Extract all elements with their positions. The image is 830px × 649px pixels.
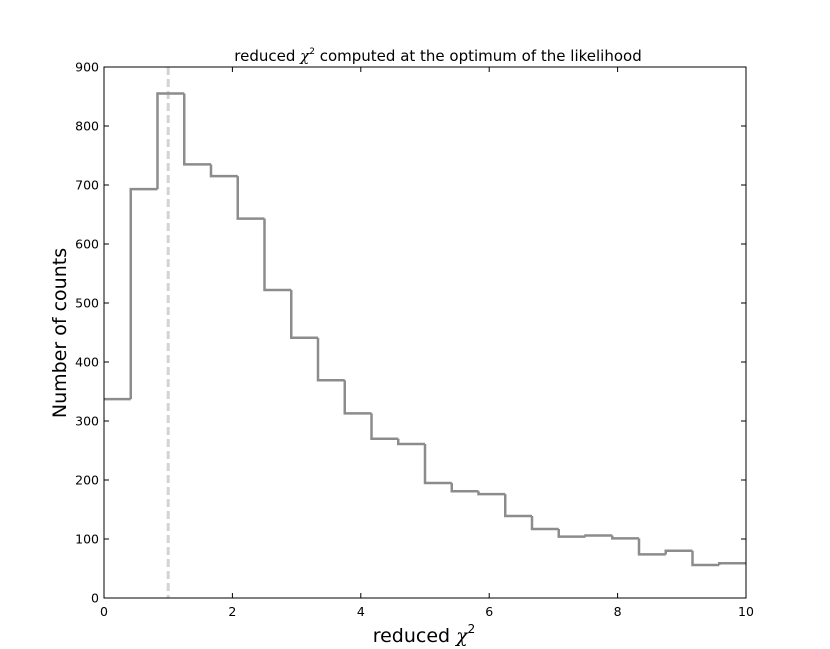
plot-area — [103, 66, 747, 599]
y-tick-label: 500 — [75, 296, 99, 311]
x-tick-label: 10 — [738, 604, 754, 619]
y-axis: 0 100 200 300 400 500 600 700 800 900 — [75, 60, 746, 606]
histogram-bin — [129, 187, 158, 400]
histogram-bin — [611, 535, 639, 540]
chart-title-superscript: 2 — [309, 47, 315, 57]
chart-title-suffix: computed at the optimum of the likelihoo… — [315, 47, 642, 65]
histogram-bin — [290, 290, 318, 340]
histogram-bin — [557, 528, 586, 538]
y-tick-label: 800 — [75, 119, 99, 134]
x-tick-label: 0 — [100, 604, 108, 619]
histogram-bin — [370, 413, 399, 440]
histogram-bin — [530, 515, 559, 531]
y-tick-label: 900 — [75, 60, 99, 75]
chart-title-symbol: χ — [299, 47, 310, 65]
chart-title-prefix: reduced — [234, 47, 300, 65]
histogram-bin — [637, 538, 666, 556]
y-tick-label: 0 — [91, 591, 99, 606]
histogram-bin — [236, 176, 265, 220]
histogram-bin — [423, 444, 452, 485]
y-tick-label: 200 — [75, 473, 99, 488]
y-tick-label: 300 — [75, 414, 99, 429]
histogram-bin — [664, 549, 693, 555]
histogram-bin — [477, 491, 506, 496]
chart-title: reduced χ2 computed at the optimum of th… — [234, 47, 641, 65]
histogram-bin — [183, 93, 212, 166]
histogram-bin — [396, 438, 425, 446]
x-tick-label: 4 — [357, 604, 365, 619]
y-axis-label: Number of counts — [49, 248, 71, 418]
y-tick-label: 100 — [75, 532, 99, 547]
y-tick-label: 600 — [75, 237, 99, 252]
x-axis: 0 2 4 6 8 10 — [100, 67, 754, 619]
x-tick-label: 6 — [485, 604, 493, 619]
histogram-bin — [504, 494, 533, 518]
x-tick-label: 8 — [614, 604, 622, 619]
histogram-bin — [343, 380, 372, 415]
histogram-bin — [209, 164, 238, 178]
x-axis-label-symbol: χ — [454, 625, 469, 647]
histogram-bin — [717, 561, 746, 565]
x-axis-label: reduced χ2 — [373, 622, 476, 647]
histogram-bin — [691, 550, 720, 567]
x-axis-label-superscript: 2 — [468, 622, 476, 636]
histogram-bin — [450, 482, 479, 493]
y-tick-label: 700 — [75, 178, 99, 193]
y-tick-label: 400 — [75, 355, 99, 370]
x-tick-label: 2 — [228, 604, 236, 619]
histogram-bin — [584, 534, 613, 537]
histogram-bin — [263, 218, 292, 292]
histogram-bin — [316, 337, 345, 382]
x-axis-label-prefix: reduced — [373, 625, 456, 647]
histogram-bin — [156, 92, 185, 190]
axes-frame — [103, 66, 747, 599]
